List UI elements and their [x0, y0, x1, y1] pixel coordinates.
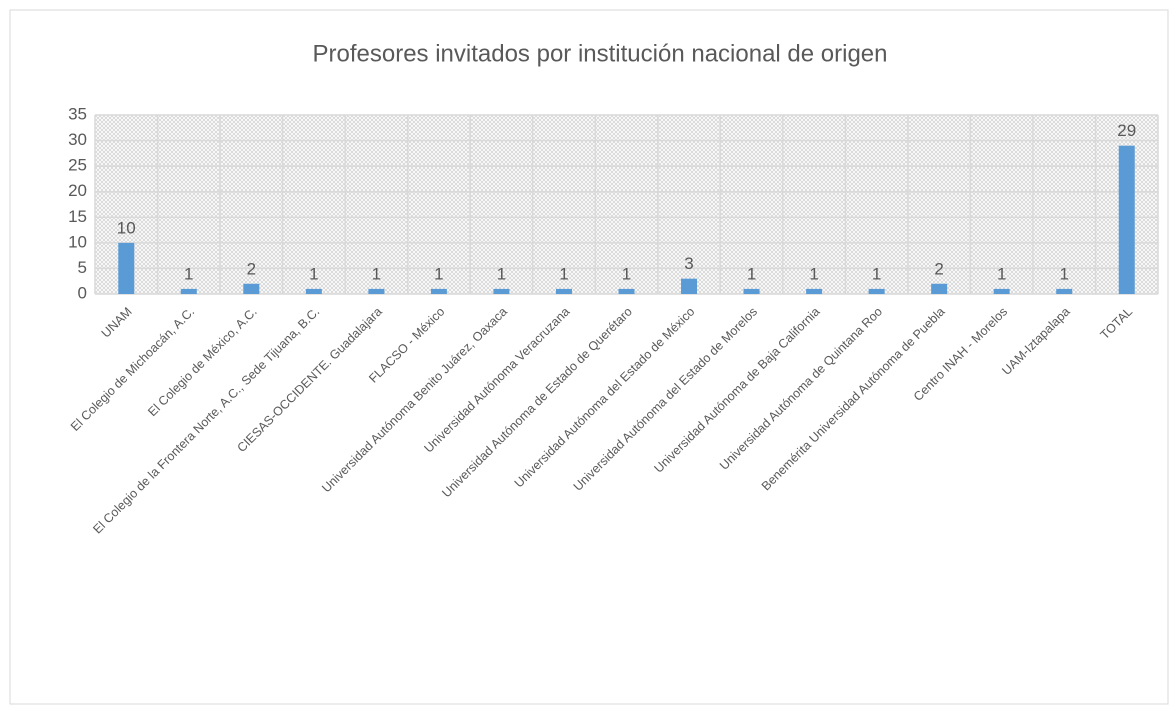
bar [931, 283, 948, 294]
data-label: 1 [747, 264, 756, 283]
data-label: 1 [309, 264, 318, 283]
data-label: 1 [809, 264, 818, 283]
bar [868, 288, 885, 294]
data-label: 1 [497, 264, 506, 283]
y-tick-label: 15 [68, 207, 87, 226]
bar [993, 288, 1010, 294]
data-label: 1 [997, 264, 1006, 283]
bar [180, 288, 197, 294]
data-label: 1 [372, 264, 381, 283]
y-tick-label: 20 [68, 181, 87, 200]
data-label: 10 [117, 218, 136, 237]
y-tick-label: 10 [68, 232, 87, 251]
y-tick-label: 35 [68, 104, 87, 123]
y-tick-label: 25 [68, 156, 87, 175]
bar [1056, 288, 1073, 294]
data-label: 2 [247, 259, 256, 278]
data-label: 2 [934, 259, 943, 278]
bar [118, 242, 135, 294]
y-tick-label: 5 [78, 258, 87, 277]
chart-title: Profesores invitados por institución nac… [312, 40, 887, 67]
bar [681, 278, 698, 294]
bar [555, 288, 572, 294]
data-label: 1 [559, 264, 568, 283]
bar [1118, 145, 1135, 294]
data-label: 1 [1059, 264, 1068, 283]
bar [743, 288, 760, 294]
data-label: 1 [622, 264, 631, 283]
bar [243, 283, 260, 294]
data-label: 1 [184, 264, 193, 283]
bar [493, 288, 510, 294]
y-tick-label: 30 [68, 130, 87, 149]
bar [368, 288, 385, 294]
plot-area [95, 115, 1158, 294]
data-label: 29 [1117, 121, 1136, 140]
y-tick-label: 0 [78, 283, 87, 302]
data-label: 1 [872, 264, 881, 283]
data-label: 3 [684, 254, 693, 273]
bar [806, 288, 823, 294]
data-label: 1 [434, 264, 443, 283]
bar [618, 288, 635, 294]
bar [305, 288, 322, 294]
bar [430, 288, 447, 294]
